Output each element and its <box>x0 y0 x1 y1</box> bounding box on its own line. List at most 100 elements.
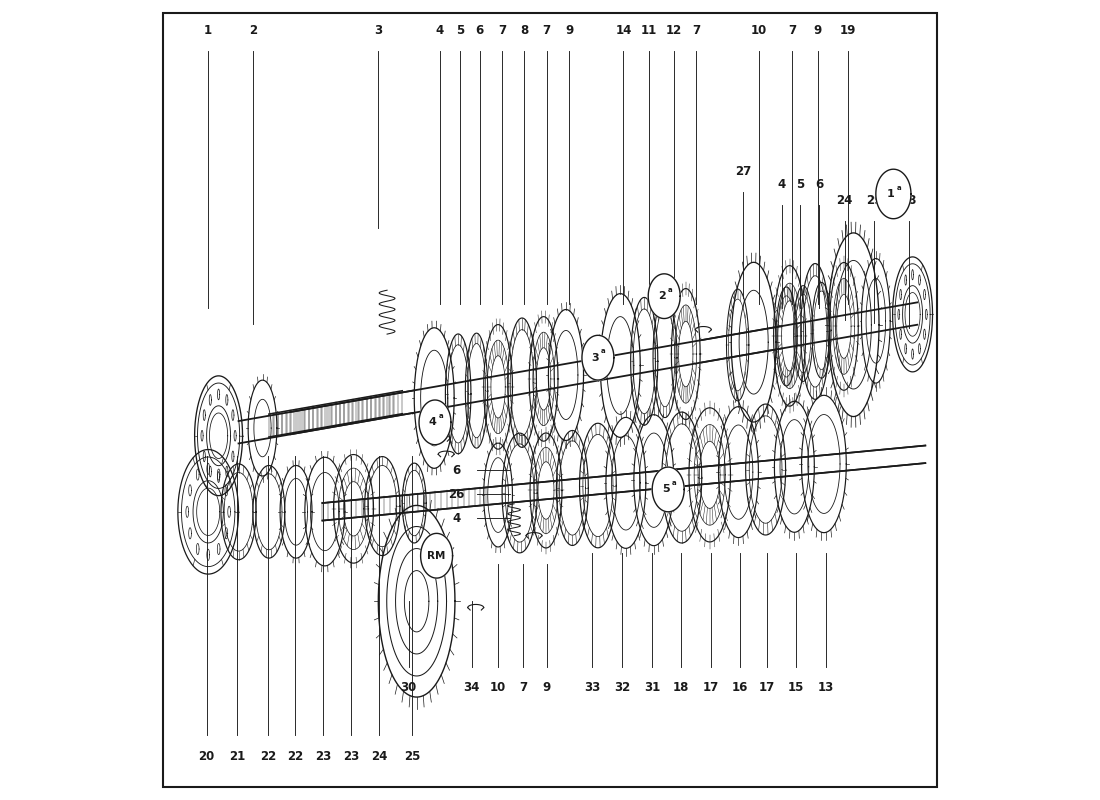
Polygon shape <box>793 286 813 382</box>
Text: a: a <box>438 413 443 419</box>
Text: 31: 31 <box>645 681 660 694</box>
Text: 23: 23 <box>343 750 360 762</box>
Polygon shape <box>861 258 890 383</box>
Polygon shape <box>829 262 858 390</box>
Text: 2: 2 <box>658 291 666 301</box>
Polygon shape <box>662 412 702 543</box>
Text: 16: 16 <box>732 681 748 694</box>
Polygon shape <box>812 282 832 378</box>
Text: 7: 7 <box>519 681 527 694</box>
Text: 12: 12 <box>666 24 682 37</box>
Polygon shape <box>253 466 285 558</box>
Polygon shape <box>801 263 829 399</box>
Polygon shape <box>774 402 814 532</box>
Polygon shape <box>689 408 730 542</box>
Text: 13: 13 <box>817 681 834 694</box>
Text: 1: 1 <box>887 189 895 199</box>
Polygon shape <box>378 506 455 697</box>
Text: a: a <box>668 286 672 293</box>
Polygon shape <box>580 423 616 548</box>
Polygon shape <box>178 450 239 574</box>
Text: 29: 29 <box>866 194 882 206</box>
Text: 2: 2 <box>249 24 257 37</box>
Polygon shape <box>776 287 796 386</box>
Polygon shape <box>508 318 537 447</box>
Text: a: a <box>602 348 606 354</box>
Text: 6: 6 <box>815 178 823 190</box>
Text: 33: 33 <box>584 681 601 694</box>
Polygon shape <box>530 433 562 548</box>
Polygon shape <box>419 400 451 445</box>
Polygon shape <box>746 404 785 535</box>
Polygon shape <box>403 463 426 543</box>
Polygon shape <box>652 467 684 512</box>
Polygon shape <box>653 298 676 418</box>
Text: 27: 27 <box>735 165 751 178</box>
Text: 4: 4 <box>429 418 437 427</box>
Polygon shape <box>726 289 749 401</box>
Text: 18: 18 <box>673 681 690 694</box>
Text: 7: 7 <box>542 24 551 37</box>
Text: a: a <box>896 185 901 190</box>
Polygon shape <box>634 414 674 546</box>
Polygon shape <box>484 443 513 547</box>
Polygon shape <box>828 233 879 417</box>
Polygon shape <box>195 376 242 496</box>
Text: 25: 25 <box>404 750 420 762</box>
Text: 30: 30 <box>400 681 417 694</box>
Text: 24: 24 <box>836 194 852 206</box>
Text: 14: 14 <box>615 24 631 37</box>
Text: 8: 8 <box>520 24 529 37</box>
Text: 9: 9 <box>565 24 573 37</box>
Text: 11: 11 <box>641 24 657 37</box>
Polygon shape <box>732 262 775 422</box>
Text: 9: 9 <box>813 24 822 37</box>
Polygon shape <box>305 458 344 566</box>
Text: 6: 6 <box>475 24 484 37</box>
Polygon shape <box>648 274 680 318</box>
Polygon shape <box>582 335 614 380</box>
Text: 15: 15 <box>788 681 804 694</box>
Polygon shape <box>549 310 583 441</box>
Text: 32: 32 <box>614 681 630 694</box>
Text: 4: 4 <box>452 512 461 525</box>
Text: 5: 5 <box>455 24 464 37</box>
Polygon shape <box>249 380 277 476</box>
Text: 34: 34 <box>463 681 480 694</box>
Polygon shape <box>773 266 805 406</box>
Polygon shape <box>876 170 911 218</box>
Text: 1: 1 <box>205 24 212 37</box>
Text: 17: 17 <box>759 681 775 694</box>
Text: 7: 7 <box>692 24 701 37</box>
Polygon shape <box>420 534 452 578</box>
Text: 17: 17 <box>703 681 718 694</box>
Polygon shape <box>606 418 646 548</box>
Polygon shape <box>465 333 487 448</box>
Text: 4: 4 <box>436 24 444 37</box>
Polygon shape <box>671 289 700 419</box>
Text: 4: 4 <box>778 178 785 190</box>
Polygon shape <box>502 433 537 553</box>
Polygon shape <box>529 317 558 441</box>
Polygon shape <box>718 406 758 538</box>
Polygon shape <box>221 464 256 560</box>
Text: 28: 28 <box>901 194 916 206</box>
Text: 24: 24 <box>371 750 387 762</box>
Polygon shape <box>446 334 471 454</box>
Text: 21: 21 <box>229 750 245 762</box>
Text: 22: 22 <box>260 750 276 762</box>
Text: 22: 22 <box>287 750 304 762</box>
Text: 3: 3 <box>592 353 600 362</box>
Text: 5: 5 <box>662 485 670 494</box>
Polygon shape <box>333 454 374 563</box>
Text: RM: RM <box>428 550 446 561</box>
Text: a: a <box>671 480 676 486</box>
Polygon shape <box>601 294 640 438</box>
Text: 20: 20 <box>198 750 214 762</box>
Polygon shape <box>557 430 588 546</box>
Text: 10: 10 <box>751 24 768 37</box>
Text: 6: 6 <box>452 464 461 477</box>
Text: 7: 7 <box>498 24 506 37</box>
Text: 3: 3 <box>374 24 383 37</box>
Polygon shape <box>365 457 400 556</box>
